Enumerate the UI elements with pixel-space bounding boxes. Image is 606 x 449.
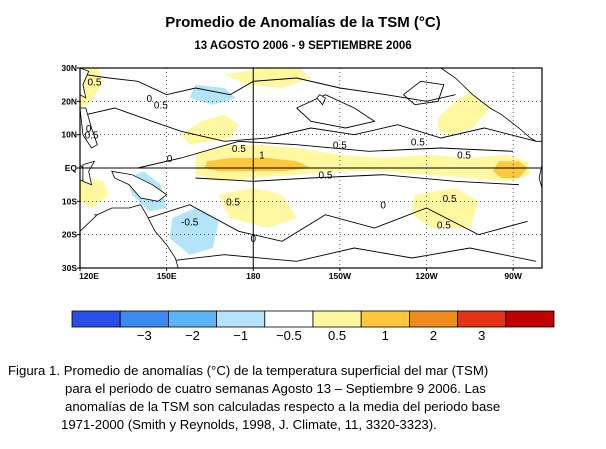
y-tick-label: 10S xyxy=(62,196,77,206)
contour-label: 0 xyxy=(86,124,92,135)
chart-title: Promedio de Anomalías de la TSM (°C) xyxy=(165,14,441,31)
contour-label: 0.5 xyxy=(226,197,240,208)
warm-region-equatorial xyxy=(195,144,531,182)
contour-label: 0 xyxy=(380,201,386,212)
caption-line-4: 1971-2000 (Smith y Reynolds, 1998, J. Cl… xyxy=(61,417,437,432)
cool-region-north xyxy=(189,84,236,105)
land-sulawesi xyxy=(82,160,96,186)
contour-label: 0.5 xyxy=(437,221,451,232)
color-scale-label: −1 xyxy=(233,328,248,343)
contour-label: 0.5 xyxy=(85,131,99,142)
land-new-guinea xyxy=(111,170,168,202)
contour-label: 0 xyxy=(147,94,153,105)
y-tick-label: 30S xyxy=(62,263,77,273)
contour-line-2 xyxy=(85,107,537,142)
contour-line-3 xyxy=(137,140,514,169)
color-scale-swatch xyxy=(360,310,410,328)
color-scale-label: 1 xyxy=(382,328,389,343)
color-scale-swatch xyxy=(408,310,458,328)
y-tick-label: 30N xyxy=(61,63,77,73)
color-scale-label: 0.5 xyxy=(328,328,346,343)
contour-line-4 xyxy=(195,174,519,186)
warm-region-southeast xyxy=(412,188,479,228)
x-tick-label: 150W xyxy=(329,271,352,281)
x-tick-label: 120W xyxy=(415,271,438,281)
contour-line-1 xyxy=(85,74,456,102)
contour-label: 0.5 xyxy=(443,194,457,205)
x-tick-label: 150E xyxy=(157,271,177,281)
chart-subtitle: 13 AGOSTO 2006 - 9 SEPTIEMBRE 2006 xyxy=(194,40,412,52)
contour-label: 0.5 xyxy=(87,77,101,88)
caption-line-3: anomalías de la TSM son calculadas respe… xyxy=(65,399,501,414)
warm-region-top-center xyxy=(224,68,311,88)
color-scale-label: 3 xyxy=(478,328,485,343)
y-tick-label: EQ xyxy=(65,163,78,173)
contour-label: -0.5 xyxy=(181,217,199,228)
color-scale-swatch xyxy=(505,310,555,328)
contour-line-5 xyxy=(94,204,528,242)
x-tick-label: 120E xyxy=(79,271,99,281)
color-scale-swatch xyxy=(71,310,121,328)
color-scale-label: 2 xyxy=(430,328,437,343)
land-hawaii xyxy=(316,94,326,106)
color-scale-swatch xyxy=(457,310,507,328)
contour-label: 1 xyxy=(259,151,265,162)
color-scale-label: −0.5 xyxy=(276,328,302,343)
caption-line-1: Figura 1. Promedio de anomalías (°C) de … xyxy=(8,363,489,378)
color-scale-swatch xyxy=(264,310,314,328)
y-tick-label: 10N xyxy=(61,130,77,140)
color-scale-swatch xyxy=(216,310,266,328)
warm-region-north-east xyxy=(438,88,490,135)
contour-label: 0.5 xyxy=(333,141,347,152)
color-scale-label: −2 xyxy=(185,328,200,343)
color-scale-swatch xyxy=(312,310,362,328)
color-scale-swatch xyxy=(119,310,169,328)
warm-region-north-central xyxy=(181,114,239,145)
cool-region-southwest xyxy=(169,208,219,255)
color-scale-label: −3 xyxy=(137,328,152,343)
caption-line-2: para el periodo de cuatro semanas Agosto… xyxy=(65,381,486,396)
x-tick-label: 90W xyxy=(504,271,522,281)
figure-caption: Figura 1. Promedio de anomalías (°C) de … xyxy=(8,362,602,434)
warm-region-south-central xyxy=(218,188,297,228)
x-tick-label: 180 xyxy=(246,271,260,281)
contour-line-8 xyxy=(403,80,445,106)
land-philippines xyxy=(79,107,98,149)
contour-label: 0.5 xyxy=(232,144,246,155)
contour-label: 0.5 xyxy=(411,137,425,148)
contour-label: 0.5 xyxy=(154,101,168,112)
contour-line-7 xyxy=(296,94,376,129)
warm-region-core-2 xyxy=(492,161,528,178)
color-scale-swatch xyxy=(167,310,217,328)
y-tick-label: 20N xyxy=(61,96,77,106)
y-tick-label: 20S xyxy=(62,230,77,240)
contour-label: 0.5 xyxy=(318,171,332,182)
contour-label: 0.5 xyxy=(457,151,471,162)
contour-label: 0 xyxy=(167,154,173,165)
